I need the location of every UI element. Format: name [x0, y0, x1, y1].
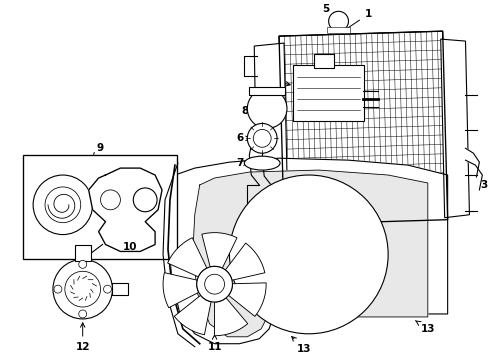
- Circle shape: [253, 129, 271, 147]
- Text: 13: 13: [416, 321, 435, 334]
- Text: 12: 12: [75, 323, 90, 352]
- Polygon shape: [254, 43, 288, 221]
- Polygon shape: [174, 295, 211, 335]
- Circle shape: [79, 260, 87, 268]
- Circle shape: [65, 271, 100, 307]
- Text: 11: 11: [207, 335, 222, 352]
- Polygon shape: [215, 298, 248, 336]
- Polygon shape: [163, 273, 199, 308]
- Bar: [75, 246, 91, 261]
- Polygon shape: [228, 283, 266, 316]
- Polygon shape: [225, 243, 265, 280]
- Text: 5: 5: [322, 4, 336, 17]
- Circle shape: [247, 123, 277, 153]
- Polygon shape: [168, 158, 448, 344]
- Polygon shape: [163, 163, 200, 347]
- Bar: [327, 27, 350, 33]
- Polygon shape: [466, 148, 482, 190]
- Circle shape: [205, 274, 224, 294]
- Text: 4: 4: [270, 76, 290, 86]
- Polygon shape: [89, 168, 162, 251]
- Circle shape: [229, 175, 388, 334]
- Bar: [249, 87, 285, 95]
- Circle shape: [53, 260, 113, 319]
- Polygon shape: [193, 170, 428, 337]
- Circle shape: [45, 187, 81, 223]
- Bar: [113, 283, 128, 295]
- FancyBboxPatch shape: [293, 65, 365, 121]
- Text: 2: 2: [245, 203, 255, 220]
- Circle shape: [79, 310, 87, 318]
- Text: 8: 8: [242, 105, 253, 116]
- Polygon shape: [249, 116, 277, 185]
- Circle shape: [33, 175, 93, 235]
- Text: 1: 1: [342, 9, 372, 32]
- Polygon shape: [441, 39, 469, 218]
- Circle shape: [100, 190, 121, 210]
- Polygon shape: [202, 233, 237, 268]
- Polygon shape: [168, 238, 207, 277]
- Ellipse shape: [245, 156, 280, 170]
- Bar: [23, 155, 177, 260]
- Bar: [314, 54, 334, 68]
- Text: 13: 13: [292, 337, 311, 354]
- Text: 6: 6: [237, 133, 250, 143]
- Text: 10: 10: [123, 243, 138, 252]
- Text: 7: 7: [237, 158, 248, 168]
- Circle shape: [103, 285, 111, 293]
- Polygon shape: [279, 31, 448, 225]
- Circle shape: [247, 89, 287, 129]
- Circle shape: [54, 285, 62, 293]
- Circle shape: [329, 11, 348, 31]
- Circle shape: [133, 188, 157, 212]
- Text: 9: 9: [93, 143, 104, 158]
- Text: 3: 3: [477, 176, 488, 190]
- Circle shape: [197, 266, 232, 302]
